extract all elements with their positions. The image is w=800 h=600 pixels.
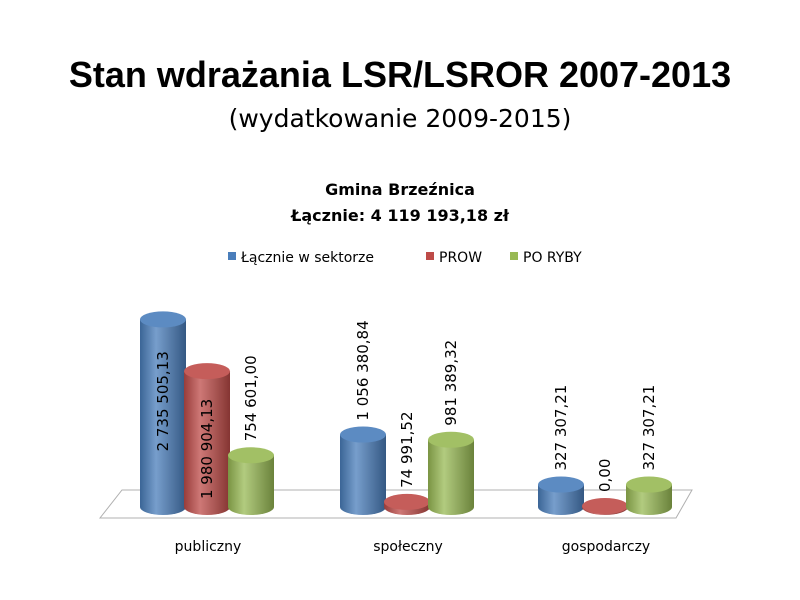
bar-top	[228, 447, 274, 464]
bar-body	[626, 484, 672, 515]
bar-body	[538, 484, 584, 515]
bar-top	[582, 498, 628, 514]
legend-label: PROW	[439, 250, 482, 266]
data-label: 1 980 904,13	[198, 399, 216, 499]
category-label: społeczny	[373, 539, 443, 555]
data-label: 327 307,21	[640, 385, 658, 471]
data-label: 981 389,32	[442, 340, 460, 426]
slide-subtitle: (wydatkowanie 2009-2015)	[228, 104, 572, 133]
bar-body	[184, 371, 230, 515]
bar-top	[384, 493, 430, 510]
chart-title: Gmina Brzeźnica	[325, 180, 475, 199]
bar-top	[340, 426, 386, 443]
legend-swatch	[510, 252, 518, 260]
bar-top	[538, 476, 584, 493]
data-label: 327 307,21	[552, 385, 570, 471]
chart-subtitle: Łącznie: 4 119 193,18 zł	[291, 206, 509, 225]
bar-body	[428, 439, 474, 515]
data-label: 1 056 380,84	[354, 320, 372, 420]
legend-swatch	[228, 252, 236, 260]
bar-body	[228, 455, 274, 515]
legend-label: Łącznie w sektorze	[240, 250, 374, 266]
data-label: 0,00	[596, 459, 614, 492]
legend-label: PO RYBY	[523, 250, 582, 266]
bar-body	[340, 434, 386, 515]
legend-swatch	[426, 252, 434, 260]
bar-body	[140, 319, 186, 515]
category-label: gospodarczy	[562, 539, 650, 555]
category-label: publiczny	[175, 539, 242, 555]
bar-top	[184, 363, 230, 380]
bar-top	[428, 431, 474, 448]
bar-top	[140, 311, 186, 328]
data-label: 2 735 505,13	[154, 351, 172, 451]
bar-top	[626, 476, 672, 493]
slide-title: Stan wdrażania LSR/LSROR 2007-2013	[68, 54, 732, 95]
data-label: 74 991,52	[398, 412, 416, 488]
data-label: 754 601,00	[242, 355, 260, 441]
